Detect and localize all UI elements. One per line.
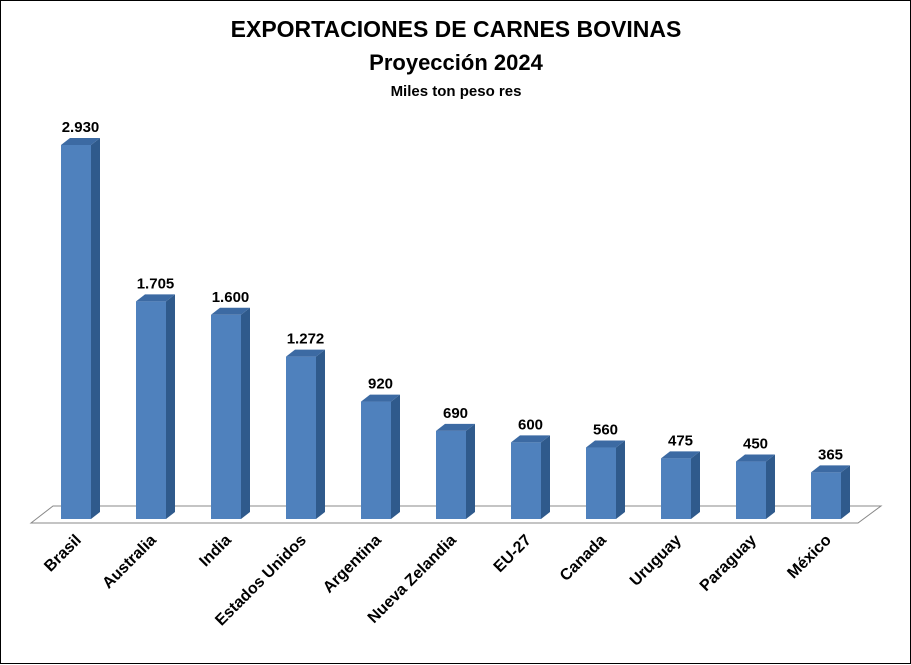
bar-canada	[586, 440, 625, 519]
bar-uruguay	[661, 451, 700, 519]
chart-unit-label: Miles ton peso res	[391, 83, 522, 100]
data-label: 920	[368, 376, 393, 393]
bar-side	[766, 454, 775, 519]
bar-side	[541, 435, 550, 519]
bar-top	[811, 465, 850, 473]
data-label: 365	[818, 446, 843, 463]
bar-nueva-zelandia	[436, 423, 475, 519]
bar-front	[661, 458, 691, 519]
bar-side	[841, 465, 850, 519]
x-tick-label: India	[196, 532, 234, 570]
bar-top	[361, 394, 400, 402]
bar-top	[211, 307, 250, 315]
bar-top	[436, 423, 475, 431]
x-tick-label: Australia	[99, 532, 160, 593]
chart-title: EXPORTACIONES DE CARNES BOVINAS	[231, 16, 682, 42]
bar-front	[811, 472, 841, 519]
bar-side	[691, 451, 700, 519]
x-tick-label: Uruguay	[627, 532, 685, 590]
x-tick-label: Canada	[557, 532, 610, 585]
x-tick-label: Argentina	[320, 532, 385, 597]
bar-top	[136, 294, 175, 302]
bar-top	[661, 451, 700, 459]
data-label: 450	[743, 436, 768, 453]
bar-side	[91, 138, 100, 519]
bar-side	[391, 394, 400, 519]
chart-subtitle: Proyección 2024	[369, 50, 543, 75]
bar-front	[511, 442, 541, 519]
x-tick-label: Paraguay	[697, 532, 760, 595]
x-tick-label: México	[784, 532, 835, 583]
bar-front	[736, 461, 766, 519]
bar-paraguay	[736, 454, 775, 519]
bar-estados-unidos	[286, 349, 325, 519]
bar-top	[586, 440, 625, 448]
data-label: 690	[443, 405, 468, 422]
bar-side	[616, 440, 625, 519]
bar-front	[61, 145, 91, 519]
bar-side	[166, 294, 175, 519]
bar-eu-27	[511, 435, 550, 519]
x-tick-label: EU-27	[491, 532, 535, 576]
bar-front	[361, 401, 391, 519]
bar-top	[511, 435, 550, 443]
bar-front	[286, 356, 316, 519]
bars-group	[61, 138, 850, 519]
data-label: 1.705	[137, 275, 175, 292]
bar-top	[61, 138, 100, 145]
data-label: 475	[668, 432, 693, 449]
bar-top	[286, 349, 325, 357]
bar-argentina	[361, 394, 400, 519]
bar-side	[241, 307, 250, 519]
bar-australia	[136, 294, 175, 519]
data-label: 2.930	[62, 119, 100, 136]
data-label: 560	[593, 422, 618, 439]
value-labels-group: 2.930 1.705 1.600 1.272 920 690 600 560 475 450 36…	[62, 119, 843, 463]
data-label: 1.600	[212, 289, 250, 306]
bar-front	[436, 430, 466, 519]
data-label: 1.272	[287, 331, 325, 348]
bar-front	[586, 447, 616, 519]
data-label: 600	[518, 416, 543, 433]
bar-méxico	[811, 465, 850, 519]
bar-side	[466, 423, 475, 519]
bar-front	[211, 314, 241, 519]
bar-top	[736, 454, 775, 462]
x-tick-label: Brasil	[41, 532, 84, 575]
bar-front	[136, 301, 166, 519]
bar-side	[316, 349, 325, 519]
bar-brasil	[61, 138, 100, 519]
bar-india	[211, 307, 250, 519]
